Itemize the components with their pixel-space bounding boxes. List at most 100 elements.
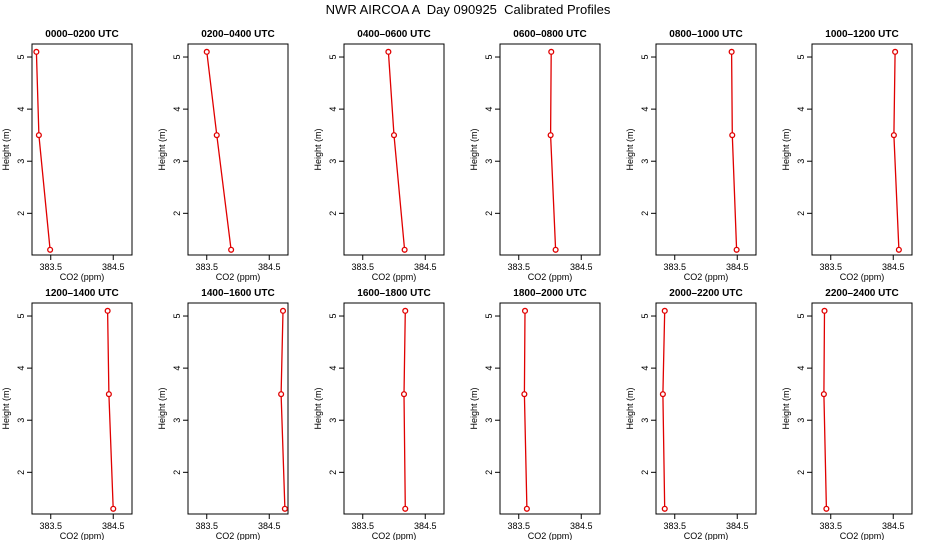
y-tick-label: 3	[484, 418, 494, 423]
y-tick-label: 4	[172, 366, 182, 371]
y-tick-label: 2	[328, 470, 338, 475]
y-tick-label: 3	[796, 418, 806, 423]
profile-line	[823, 310, 828, 509]
y-tick-label: 3	[328, 159, 338, 164]
x-tick-label: 383.5	[195, 521, 218, 531]
x-axis-label: CO2 (ppm)	[840, 531, 885, 540]
x-axis-label: CO2 (ppm)	[216, 272, 261, 282]
panel-title: 0800–1000 UTC	[669, 29, 742, 40]
y-tick-label: 4	[16, 366, 26, 371]
x-tick-label: 384.5	[726, 521, 749, 531]
x-tick-label: 384.5	[102, 262, 125, 272]
y-tick-label: 4	[328, 366, 338, 371]
data-point	[35, 132, 42, 139]
y-tick-label: 5	[484, 314, 494, 319]
y-tick-label: 4	[16, 107, 26, 112]
data-point	[521, 307, 529, 314]
y-axis-label: Height (m)	[313, 128, 323, 170]
x-axis-label: CO2 (ppm)	[840, 272, 885, 282]
y-tick-label: 5	[796, 55, 806, 60]
data-point	[547, 132, 554, 139]
plot-frame	[343, 302, 445, 515]
data-point	[279, 307, 287, 314]
x-axis-label: CO2 (ppm)	[528, 531, 573, 540]
plot-frame	[655, 302, 757, 515]
panel-title: 0000–0200 UTC	[45, 29, 118, 40]
profile-line	[35, 51, 51, 250]
data-point	[104, 307, 111, 314]
y-tick-label: 4	[484, 107, 494, 112]
data-point	[521, 391, 528, 398]
x-axis-label: CO2 (ppm)	[684, 531, 729, 540]
y-axis-label: Height (m)	[625, 387, 635, 429]
data-point	[278, 391, 285, 398]
y-tick-label: 5	[484, 55, 494, 60]
y-tick-label: 2	[484, 211, 494, 216]
y-tick-label: 4	[640, 107, 650, 112]
y-tick-label: 4	[172, 107, 182, 112]
y-tick-label: 3	[640, 418, 650, 423]
plot-frame	[499, 302, 601, 515]
y-tick-label: 4	[640, 366, 650, 371]
y-tick-label: 2	[640, 211, 650, 216]
data-point	[401, 246, 408, 253]
y-tick-label: 3	[172, 418, 182, 423]
panel-title: 1200–1400 UTC	[45, 288, 118, 299]
data-point	[661, 307, 668, 314]
y-tick-label: 3	[640, 159, 650, 164]
y-tick-label: 4	[796, 107, 806, 112]
data-point	[728, 48, 735, 55]
panel-title: 1400–1600 UTC	[201, 288, 274, 299]
data-point	[281, 505, 288, 512]
x-tick-label: 383.5	[507, 521, 530, 531]
x-tick-label: 383.5	[507, 262, 530, 272]
x-axis-label: CO2 (ppm)	[684, 272, 729, 282]
y-axis-label: Height (m)	[1, 128, 11, 170]
y-tick-label: 5	[16, 314, 26, 319]
profile-line	[206, 51, 232, 250]
panel-title: 1000–1200 UTC	[825, 29, 898, 40]
x-tick-label: 384.5	[258, 262, 281, 272]
y-axis-label: Height (m)	[469, 387, 479, 429]
data-point	[213, 132, 220, 139]
data-point	[659, 391, 666, 398]
profile-line	[893, 51, 900, 250]
x-tick-label: 384.5	[882, 262, 905, 272]
x-tick-label: 383.5	[663, 262, 686, 272]
y-tick-label: 2	[484, 470, 494, 475]
y-axis-label: Height (m)	[313, 387, 323, 429]
data-point	[729, 132, 736, 139]
profile-line	[730, 51, 738, 250]
data-point	[661, 505, 668, 512]
y-tick-label: 2	[16, 470, 26, 475]
plot-frame	[343, 43, 445, 256]
x-tick-label: 383.5	[663, 521, 686, 531]
profile-line	[523, 310, 528, 509]
data-point	[402, 307, 409, 314]
x-tick-label: 383.5	[39, 262, 62, 272]
y-tick-label: 4	[328, 107, 338, 112]
data-point	[402, 505, 409, 512]
data-point	[823, 505, 830, 512]
data-point	[385, 48, 392, 55]
x-axis-label: CO2 (ppm)	[216, 531, 261, 540]
x-axis-label: CO2 (ppm)	[372, 531, 417, 540]
profile-line	[662, 310, 666, 509]
plot-frame	[187, 302, 289, 515]
y-tick-label: 2	[172, 470, 182, 475]
y-tick-label: 5	[172, 314, 182, 319]
y-tick-label: 3	[328, 418, 338, 423]
x-tick-label: 383.5	[351, 262, 374, 272]
y-tick-label: 3	[16, 159, 26, 164]
data-point	[821, 307, 828, 314]
data-point	[228, 246, 235, 253]
y-tick-label: 3	[172, 159, 182, 164]
x-tick-label: 383.5	[195, 262, 218, 272]
